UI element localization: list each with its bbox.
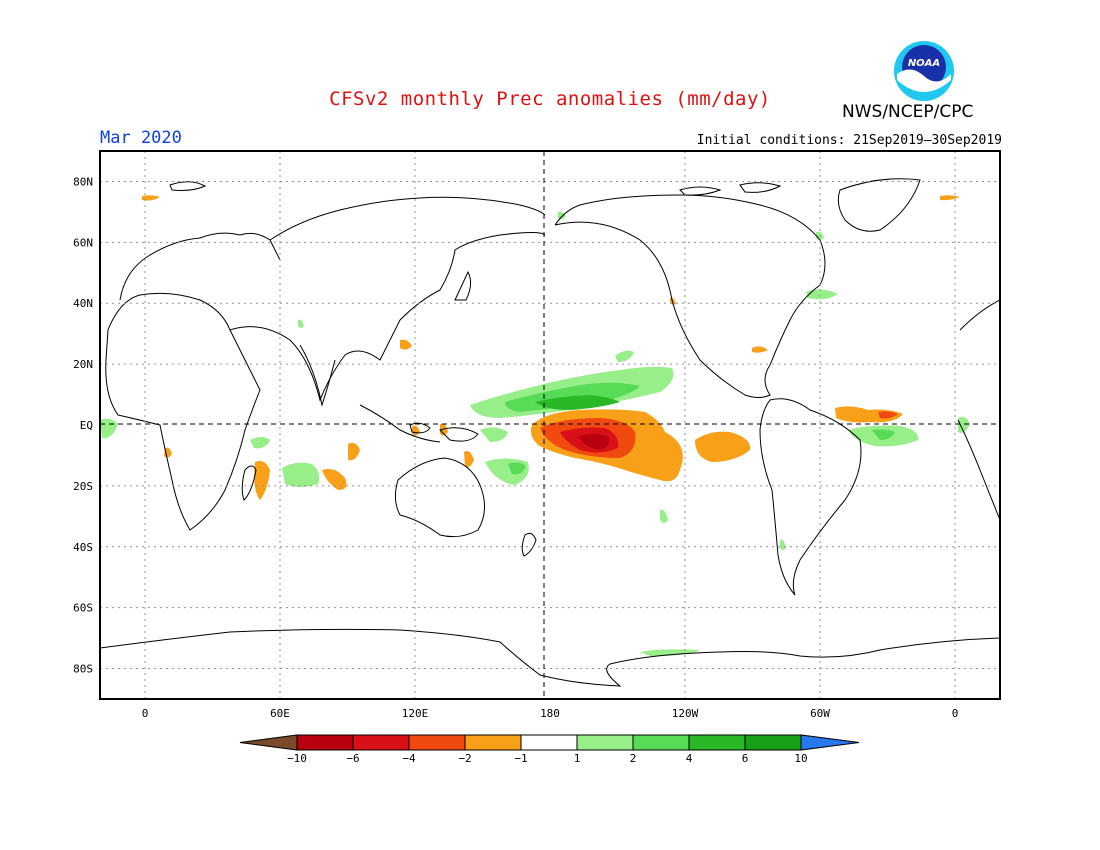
- colorbar-label: −6: [346, 752, 359, 765]
- colorbar-label: 2: [630, 752, 637, 765]
- lat-label: 80N: [73, 175, 93, 188]
- colorbar-label: 10: [794, 752, 807, 765]
- lon-label: 60W: [810, 707, 830, 720]
- valid-month: Mar 2020: [100, 128, 182, 148]
- noaa-logo-icon: NOAA: [894, 41, 954, 101]
- map-frame: [99, 150, 1001, 700]
- colorbar-segment: [352, 734, 410, 751]
- colorbar-segment: [688, 734, 746, 751]
- agency-label: NWS/NCEP/CPC: [842, 102, 974, 122]
- lat-label: 60N: [73, 236, 93, 249]
- colorbar: −10 −6 −4 −2 −1 1 2 4 6 10: [239, 734, 860, 765]
- colorbar-label: −4: [402, 752, 416, 765]
- chart-title: CFSv2 monthly Prec anomalies (mm/day): [329, 88, 771, 110]
- initial-conditions: Initial conditions: 21Sep2019–30Sep2019: [696, 133, 1002, 148]
- colorbar-segment: [296, 734, 354, 751]
- lat-label: 40S: [73, 541, 93, 554]
- colorbar-segment: [632, 734, 690, 751]
- colorbar-label: −2: [458, 752, 471, 765]
- lat-label: 20N: [73, 358, 93, 371]
- colorbar-label: −1: [514, 752, 527, 765]
- colorbar-segment: [464, 734, 522, 751]
- colorbar-min-arrow: [239, 734, 298, 751]
- lat-label: 20S: [73, 480, 93, 493]
- lat-label: EQ: [80, 419, 93, 432]
- gridlines: [100, 151, 1000, 699]
- colorbar-segment: [576, 734, 634, 751]
- colorbar-label: 6: [742, 752, 749, 765]
- lon-label: 180: [540, 707, 560, 720]
- colorbar-label: 1: [574, 752, 581, 765]
- svg-text:NOAA: NOAA: [908, 58, 940, 69]
- lon-label: 0: [952, 707, 959, 720]
- positive-anomaly-itcz-max: [535, 395, 620, 410]
- lon-label: 60E: [270, 707, 290, 720]
- lon-label: 120W: [672, 707, 699, 720]
- lat-label: 40N: [73, 297, 93, 310]
- colorbar-segment: [520, 734, 578, 751]
- colorbar-max-arrow: [800, 734, 860, 751]
- coastlines: [100, 178, 1000, 687]
- lon-label: 120E: [402, 707, 429, 720]
- colorbar-segment: [408, 734, 466, 751]
- lat-axis-labels: 80N 60N 40N 20N EQ 20S 40S 60S 80S: [73, 175, 93, 675]
- colorbar-label: 4: [686, 752, 693, 765]
- lat-label: 60S: [73, 602, 93, 615]
- colorbar-label: −10: [287, 752, 307, 765]
- lat-label: 80S: [73, 663, 93, 676]
- colorbar-segment: [744, 734, 802, 751]
- anomaly-fills: [100, 195, 970, 656]
- lon-axis-labels: 0 60E 120E 180 120W 60W 0: [142, 707, 959, 720]
- lon-label: 0: [142, 707, 149, 720]
